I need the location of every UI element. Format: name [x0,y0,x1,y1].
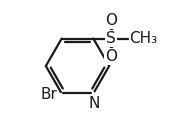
Text: Br: Br [40,87,57,102]
Text: S: S [106,31,116,46]
Text: O: O [105,49,117,64]
Text: CH₃: CH₃ [129,31,157,46]
Text: O: O [105,13,117,28]
Text: N: N [88,96,100,111]
